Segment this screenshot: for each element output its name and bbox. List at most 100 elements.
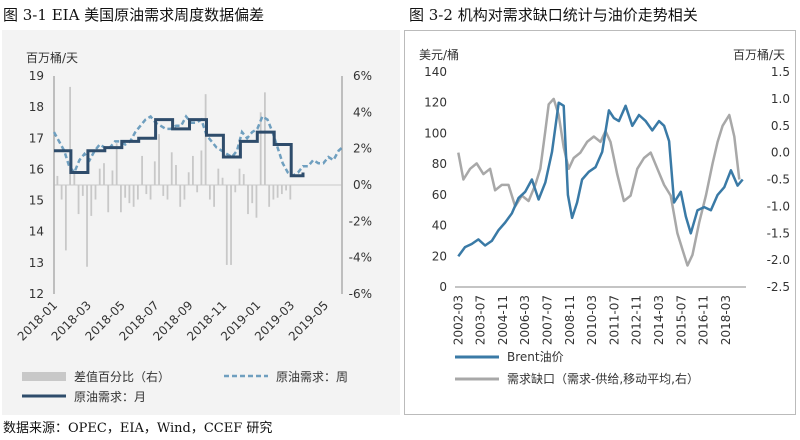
x-tick-label: 2008-11 xyxy=(563,295,577,345)
left-y-tick-label: 16 xyxy=(29,162,44,176)
left-y-tick-label: 14 xyxy=(29,225,44,239)
monthly-demand-line xyxy=(54,118,305,178)
diff-pct-bar xyxy=(187,172,190,185)
diff-pct-bar xyxy=(132,185,135,207)
diff-pct-bar xyxy=(103,163,105,185)
x-tick-label: 2002-03 xyxy=(451,295,465,345)
diff-pct-bar xyxy=(107,185,110,213)
diff-pct-bar xyxy=(149,185,152,200)
diff-pct-bar xyxy=(94,185,97,200)
right-y-tick-label: -4% xyxy=(349,251,372,265)
diff-pct-bar xyxy=(56,175,59,185)
diff-pct-bar xyxy=(247,185,249,215)
diff-pct-bar xyxy=(259,112,262,185)
diff-pct-bar xyxy=(145,185,148,195)
right-chart-right-unit: 百万桶/天 xyxy=(733,47,785,62)
gap-y-tick-label: 1.0 xyxy=(771,92,790,106)
diff-pct-bar xyxy=(90,185,93,216)
diff-pct-bar xyxy=(77,185,80,215)
diff-pct-bar xyxy=(234,185,237,193)
left-y-axis-unit: 百万桶/天 xyxy=(26,50,78,65)
diff-pct-bar xyxy=(208,185,211,200)
diff-pct-bar xyxy=(64,185,67,251)
diff-pct-bar xyxy=(221,177,224,185)
gap-y-tick-label: 0.5 xyxy=(771,119,790,133)
diff-pct-bar xyxy=(124,185,127,198)
x-tick-label: 2010-03 xyxy=(585,295,599,345)
diff-pct-bar xyxy=(280,185,283,195)
left-chart-svg: 百万桶/天1213141516171819-6%-4%-2%0%2%4%6%20… xyxy=(15,50,372,404)
left-y-tick-label: 12 xyxy=(29,287,44,301)
gap-y-tick-label: -2.5 xyxy=(767,280,790,294)
right-chart-title: 图 3-2 机构对需求缺口统计与油价走势相关 xyxy=(409,6,698,24)
diff-pct-bar xyxy=(69,86,71,185)
diff-pct-bar xyxy=(213,185,215,207)
diff-pct-bar xyxy=(183,185,186,200)
right-y-tick-label: 6% xyxy=(353,69,372,83)
diff-pct-bar xyxy=(242,174,245,185)
left-chart-title: 图 3-1 EIA 美国原油需求周度数据偏差 xyxy=(3,6,265,24)
legend-label-gap: 需求缺口（需求-供给,移动平均,右） xyxy=(507,371,699,386)
diff-pct-bar xyxy=(115,143,118,185)
diff-pct-bar xyxy=(217,168,220,185)
price-y-tick-label: 40 xyxy=(432,219,447,233)
price-y-tick-label: 100 xyxy=(424,126,447,140)
x-tick-label: 2014-03 xyxy=(652,295,666,345)
diff-pct-bar xyxy=(120,185,122,213)
diff-pct-bar xyxy=(285,185,287,191)
right-chart-left-unit: 美元/桶 xyxy=(419,47,459,62)
legend-label-weekly: 原油需求：周 xyxy=(276,370,348,384)
x-tick-label: 2016-11 xyxy=(697,295,711,345)
diff-pct-bar xyxy=(238,168,241,185)
data-source-note: 数据来源：OPEC，EIA，Wind，CCEF 研究 xyxy=(3,421,273,436)
x-tick-label: 2018-03 xyxy=(719,295,733,345)
diff-pct-bar xyxy=(276,185,279,198)
right-y-tick-label: 0% xyxy=(353,178,372,192)
x-tick-label: 2012-11 xyxy=(630,295,644,345)
diff-pct-bar xyxy=(158,134,160,185)
diff-pct-bar xyxy=(166,185,169,200)
right-y-tick-label: -2% xyxy=(349,214,372,228)
gap-y-tick-label: -2.0 xyxy=(767,253,790,267)
gap-y-tick-label: 0.0 xyxy=(771,146,790,160)
diff-pct-bar xyxy=(98,168,101,185)
right-y-tick-label: 2% xyxy=(353,142,372,156)
price-y-tick-label: 0 xyxy=(439,280,447,294)
x-tick-label: 2006-03 xyxy=(518,295,532,345)
diff-pct-bar xyxy=(111,170,114,185)
price-y-tick-label: 120 xyxy=(424,96,447,110)
legend-label-brent: Brent油价 xyxy=(507,350,564,364)
diff-pct-bar xyxy=(136,185,139,200)
diff-pct-bar xyxy=(192,155,194,185)
gap-y-tick-label: -1.5 xyxy=(767,226,790,240)
left-y-tick-label: 15 xyxy=(29,194,44,208)
diff-pct-bar xyxy=(179,185,182,207)
diff-pct-bar xyxy=(60,185,63,200)
legend-label-diff-pct: 差值百分比（右） xyxy=(74,369,170,384)
gap-y-tick-label: 1.5 xyxy=(771,65,790,79)
diff-pct-bar xyxy=(141,155,143,185)
left-chart-panel: 百万桶/天 12 13 14 15 16 17 18 19 -6% -4% -2% 0% 2% 4% 6% 20… xyxy=(2,30,400,415)
diff-pct-bar xyxy=(86,185,88,267)
legend-label-monthly: 原油需求：月 xyxy=(74,390,146,404)
diff-pct-bar xyxy=(272,185,275,200)
left-y-tick-label: 19 xyxy=(29,69,44,83)
x-tick-label: 2011-07 xyxy=(607,295,621,345)
diff-pct-bar xyxy=(196,185,199,193)
brent-price-line xyxy=(457,101,744,258)
diff-pct-bar xyxy=(264,92,266,185)
x-tick-label: 2007-07 xyxy=(541,295,555,345)
price-y-tick-label: 20 xyxy=(432,249,447,263)
x-tick-label: 2004-11 xyxy=(496,295,510,345)
diff-pct-bar xyxy=(153,161,156,185)
diff-pct-bar xyxy=(225,185,228,265)
diff-pct-bar xyxy=(200,150,203,185)
x-tick-label: 2003-07 xyxy=(474,295,488,345)
gap-y-tick-label: -1.0 xyxy=(767,199,790,213)
x-tick-label: 2015-07 xyxy=(674,295,688,345)
diff-pct-bar xyxy=(81,185,84,196)
right-y-tick-label: 4% xyxy=(353,105,372,119)
price-y-tick-label: 140 xyxy=(424,65,447,79)
diff-pct-bar xyxy=(162,185,165,196)
diff-pct-bar xyxy=(204,94,207,185)
